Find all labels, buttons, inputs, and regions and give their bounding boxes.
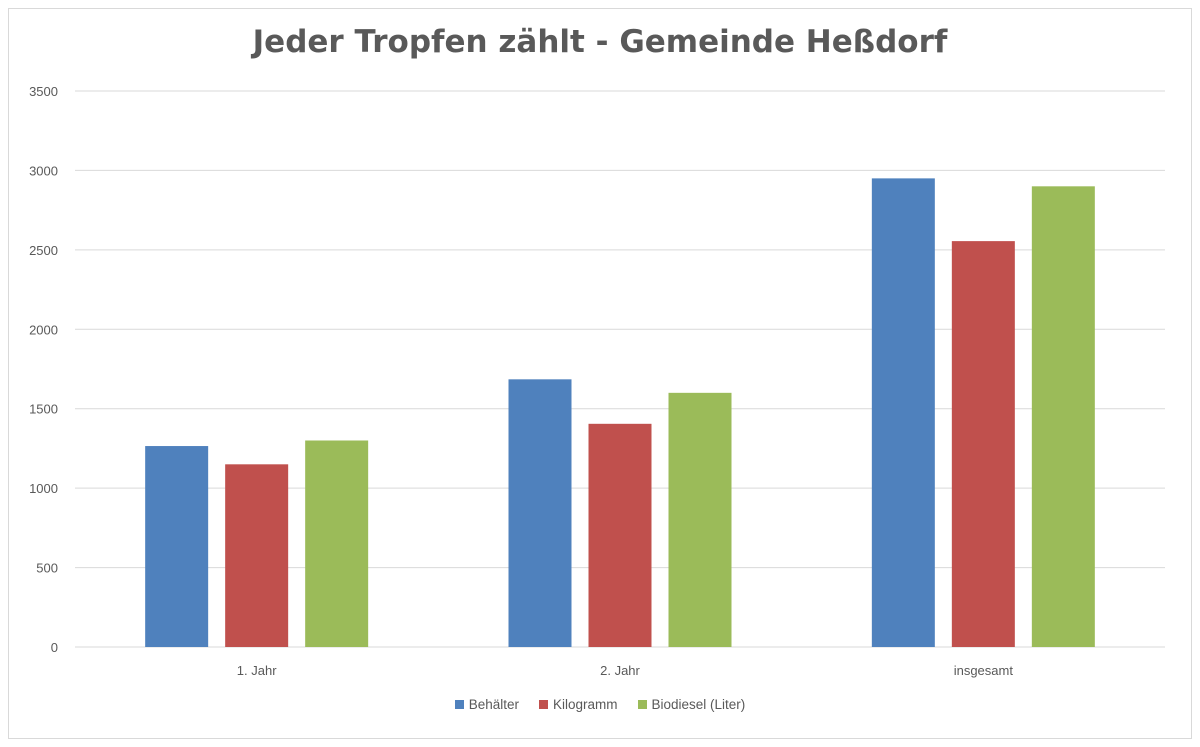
- y-tick-label: 1500: [29, 402, 58, 417]
- y-tick-label: 3500: [29, 84, 58, 99]
- y-tick-label: 2500: [29, 243, 58, 258]
- y-tick-label: 500: [36, 561, 58, 576]
- bar-kilogramm-2: [951, 241, 1015, 647]
- legend-item: Behälter: [454, 697, 519, 712]
- y-tick-label: 3000: [29, 163, 58, 178]
- legend-swatch: [637, 700, 647, 709]
- bar-behälter-2: [871, 178, 935, 647]
- bar-biodiesel-liter--0: [305, 440, 369, 647]
- x-tick-label: 2. Jahr: [600, 663, 640, 678]
- bar-kilogramm-1: [588, 423, 652, 647]
- bar-behälter-0: [145, 446, 209, 647]
- bar-biodiesel-liter--2: [1031, 186, 1095, 648]
- legend: Behälter Kilogramm Biodiesel (Liter): [0, 697, 1200, 712]
- chart-title: Jeder Tropfen zählt - Gemeinde Heßdorf: [252, 24, 948, 60]
- legend-label: Kilogramm: [552, 697, 618, 712]
- legend-item: Kilogramm: [538, 697, 618, 712]
- y-tick-label: 1000: [29, 481, 58, 496]
- y-tick-label: 0: [51, 640, 58, 655]
- bar-biodiesel-liter--1: [668, 392, 732, 647]
- bar-behälter-1: [508, 379, 572, 647]
- legend-swatch: [454, 700, 464, 709]
- y-tick-label: 2000: [29, 322, 58, 337]
- legend-swatch: [538, 700, 548, 709]
- x-tick-label: insgesamt: [954, 663, 1014, 678]
- legend-item: Biodiesel (Liter): [637, 697, 746, 712]
- legend-label: Biodiesel (Liter): [651, 697, 746, 712]
- bar-kilogramm-0: [225, 464, 289, 647]
- legend-label: Behälter: [468, 697, 519, 712]
- x-tick-label: 1. Jahr: [237, 663, 277, 678]
